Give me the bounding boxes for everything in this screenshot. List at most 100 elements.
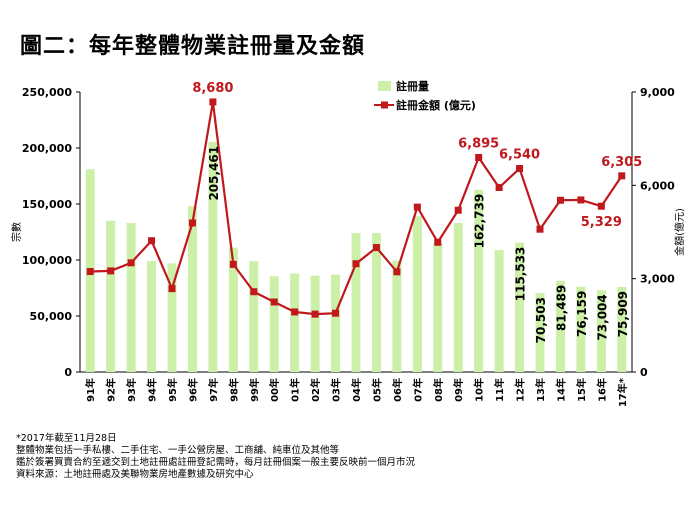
bar [433, 243, 443, 372]
line-point [475, 153, 483, 161]
y-left-tick-label: 150,000 [22, 198, 72, 211]
bar [228, 247, 238, 372]
x-tick-label: 07年 [411, 378, 424, 402]
x-tick-label: 94年 [146, 378, 159, 402]
bar [208, 141, 218, 372]
bar [596, 290, 606, 372]
bar [555, 280, 565, 372]
line-point [127, 259, 135, 267]
line-point [495, 184, 503, 192]
bar-value-label: 76,159 [575, 291, 589, 337]
legend-bar-label: 註冊量 [396, 79, 429, 93]
bar [187, 206, 197, 372]
bar [371, 233, 381, 372]
line-point [107, 267, 115, 275]
bar-value-label: 73,004 [595, 294, 609, 340]
bar [392, 260, 402, 372]
x-tick-label: 91年 [84, 378, 97, 402]
line-point [597, 202, 605, 210]
y-left-axis-title: 宗數 [10, 222, 23, 242]
legend-bar-swatch [378, 81, 391, 91]
line-value-label: 8,680 [192, 81, 233, 96]
line-point [413, 203, 421, 211]
x-tick-label: 05年 [370, 378, 383, 402]
x-tick-label: 14年 [554, 378, 567, 402]
line-point [556, 196, 564, 204]
x-tick-label: 00年 [268, 378, 281, 402]
y-left-tick-label: 200,000 [22, 142, 72, 155]
y-left-tick-label: 100,000 [22, 254, 72, 267]
x-tick-label: 97年 [207, 378, 220, 402]
y-left-tick-label: 250,000 [22, 86, 72, 99]
x-tick-label: 17年* [616, 377, 629, 407]
bar [249, 261, 259, 372]
x-tick-label: 16年 [595, 378, 608, 402]
x-tick-label: 10年 [473, 378, 486, 402]
bar [617, 286, 627, 372]
line-point [332, 309, 340, 317]
x-tick-label: 04年 [350, 378, 363, 402]
footnote: 整體物業包括一手私樓、二手住宅、一手公營房屋、工商舖、純車位及其他等 [16, 445, 340, 456]
line-point [454, 206, 462, 214]
y-right-tick-label: 0 [640, 366, 648, 379]
legend-line-marker [381, 101, 388, 109]
line-point [291, 308, 299, 316]
line-point [393, 268, 401, 276]
line-point [372, 244, 380, 252]
x-tick-label: 08年 [432, 378, 445, 402]
y-left-tick-label: 0 [64, 366, 72, 379]
bar [167, 263, 177, 372]
bar [576, 286, 586, 372]
x-tick-label: 99年 [248, 378, 261, 402]
line-point [516, 165, 524, 173]
bar [535, 293, 545, 372]
footnote: *2017年截至11月28日 [16, 433, 117, 444]
y-left-tick-label: 50,000 [30, 310, 73, 323]
bar [310, 275, 320, 372]
x-tick-label: 15年 [575, 378, 588, 402]
bar-value-label: 75,909 [616, 291, 630, 337]
line-point [229, 260, 237, 268]
line-point [148, 237, 156, 245]
bar [515, 242, 525, 372]
line-point [188, 219, 196, 227]
line-value-label: 6,895 [458, 136, 499, 151]
line-series [86, 98, 626, 318]
data-labels: 205,461 162,739 115,533 70,503 81,489 76,159 7… [192, 81, 642, 343]
x-tick-label: 98年 [227, 378, 240, 402]
x-tick-label: 12年 [514, 378, 527, 402]
bar [453, 223, 463, 372]
bar-value-label: 205,461 [207, 146, 221, 201]
line-point [577, 196, 585, 204]
y-right-axis-title: 金額(億元) [673, 208, 686, 256]
bar [106, 220, 116, 372]
x-tick-label: 92年 [105, 378, 118, 402]
bar-value-label: 162,739 [473, 194, 487, 249]
bar-value-label: 115,533 [514, 247, 528, 302]
line-value-label: 6,540 [499, 148, 540, 163]
x-tick-label: 96年 [186, 378, 199, 402]
page-title: 圖二：每年整體物業註冊量及金額 [20, 34, 366, 59]
line-point [168, 285, 176, 293]
x-tick-label: 13年 [534, 378, 547, 402]
line-point [86, 268, 94, 276]
line-point [352, 260, 360, 268]
x-tick-label: 95年 [166, 378, 179, 402]
line-point [209, 98, 217, 106]
bar [474, 189, 484, 372]
bar [412, 216, 422, 372]
line-point [311, 310, 319, 318]
x-tick-label: 06年 [391, 378, 404, 402]
line-point [250, 288, 258, 296]
bar-value-label: 81,489 [554, 285, 568, 331]
y-right-tick-label: 6,000 [640, 179, 675, 192]
bar [290, 273, 300, 372]
footnote: 資料來源：土地註冊處及美聯物業房地產數據及研究中心 [16, 469, 254, 480]
bar [494, 249, 504, 372]
x-tick-label: 03年 [330, 378, 343, 402]
line-point [270, 298, 278, 306]
x-tick-label: 02年 [309, 378, 322, 402]
footnotes: *2017年截至11月28日 整體物業包括一手私樓、二手住宅、一手公營房屋、工商… [16, 433, 415, 481]
line-point [618, 172, 626, 180]
